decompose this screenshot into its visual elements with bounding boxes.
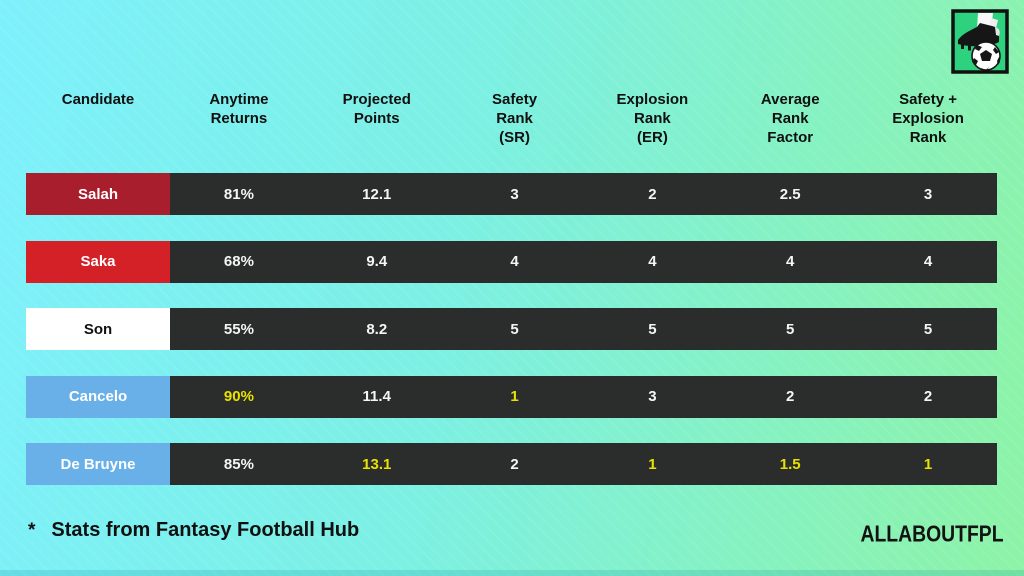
table-header-row: Candidate Anytime Returns Projected Poin… [26,86,997,147]
stat-average-rank-factor: 2.5 [779,185,801,203]
stat-anytime-returns: 68% [223,253,254,270]
column-header-explosion-rank: Explosion Rank (ER) [616,91,689,146]
stat-safety-rank: 1 [510,388,519,405]
asterisk-mark: * [28,520,36,541]
stat-bar: 85% 13.1 2 1 1.5 1 [170,443,997,485]
stat-safety-explosion-rank: 1 [923,455,933,473]
stat-bar: 81% 12.1 3 2 2.5 3 [170,173,997,215]
stat-anytime-returns: 90% [223,388,254,405]
stat-explosion-rank: 5 [648,320,657,338]
column-header-safety-rank: Safety Rank (SR) [492,91,538,146]
boot-and-ball-logo-icon [951,9,1009,75]
stat-anytime-returns: 55% [223,320,254,338]
stat-projected-points: 13.1 [362,455,392,473]
candidate-label: De Bruyne [26,443,170,485]
stat-projected-points: 9.4 [366,253,388,270]
footer-source-note: * Stats from Fantasy Football Hub [28,519,359,542]
table-row-son: Son 55% 8.2 5 5 5 5 [26,308,997,350]
candidate-label: Salah [26,173,170,215]
stat-average-rank-factor: 2 [786,388,795,405]
stat-average-rank-factor: 5 [786,320,795,338]
brand-wordmark: ALLABOUTFPL [860,520,1004,547]
candidate-label: Saka [26,240,170,283]
footer-source-note-text: Stats from Fantasy Football Hub [51,519,360,541]
stat-safety-rank: 3 [510,185,519,203]
table-row-de-bruyne: De Bruyne 85% 13.1 2 1 1.5 1 [26,443,997,485]
stat-safety-rank: 5 [510,320,519,338]
stat-safety-explosion-rank: 4 [923,253,933,270]
stat-average-rank-factor: 4 [786,253,795,270]
stat-projected-points: 8.2 [366,320,388,338]
table-row-salah: Salah 81% 12.1 3 2 2.5 3 [26,173,997,215]
stat-bar: 55% 8.2 5 5 5 5 [170,308,997,350]
table-row-saka: Saka 68% 9.4 4 4 4 4 [26,240,997,283]
candidate-label: Cancelo [26,375,170,418]
stat-safety-rank: 4 [510,253,519,270]
stat-bar: 90% 11.4 1 3 2 2 [170,375,997,418]
bottom-edge-shade [0,570,1024,576]
table-row-cancelo: Cancelo 90% 11.4 1 3 2 2 [26,375,997,418]
candidate-label: Son [26,308,170,350]
stat-projected-points: 11.4 [362,388,391,405]
stats-table: Candidate Anytime Returns Projected Poin… [26,86,997,485]
column-header-average-rank-factor: Average Rank Factor [760,91,820,146]
stat-explosion-rank: 3 [648,388,657,405]
stat-anytime-returns: 85% [223,455,254,473]
column-header-projected-points: Projected Points [342,91,411,127]
stat-safety-explosion-rank: 3 [923,185,933,203]
stat-anytime-returns: 81% [223,185,254,203]
stat-safety-rank: 2 [510,455,519,473]
stat-bar: 68% 9.4 4 4 4 4 [170,240,997,283]
stat-explosion-rank: 1 [648,455,657,473]
stat-safety-explosion-rank: 5 [923,320,933,338]
column-header-anytime-returns: Anytime Returns [209,91,269,127]
column-header-candidate: Candidate [61,91,135,108]
stat-explosion-rank: 4 [648,253,657,270]
stat-average-rank-factor: 1.5 [779,455,801,473]
stat-projected-points: 12.1 [362,185,392,203]
column-header-safety-explosion-rank: Safety + Explosion Rank [892,91,964,146]
stat-explosion-rank: 2 [648,185,657,203]
stat-safety-explosion-rank: 2 [923,388,933,405]
